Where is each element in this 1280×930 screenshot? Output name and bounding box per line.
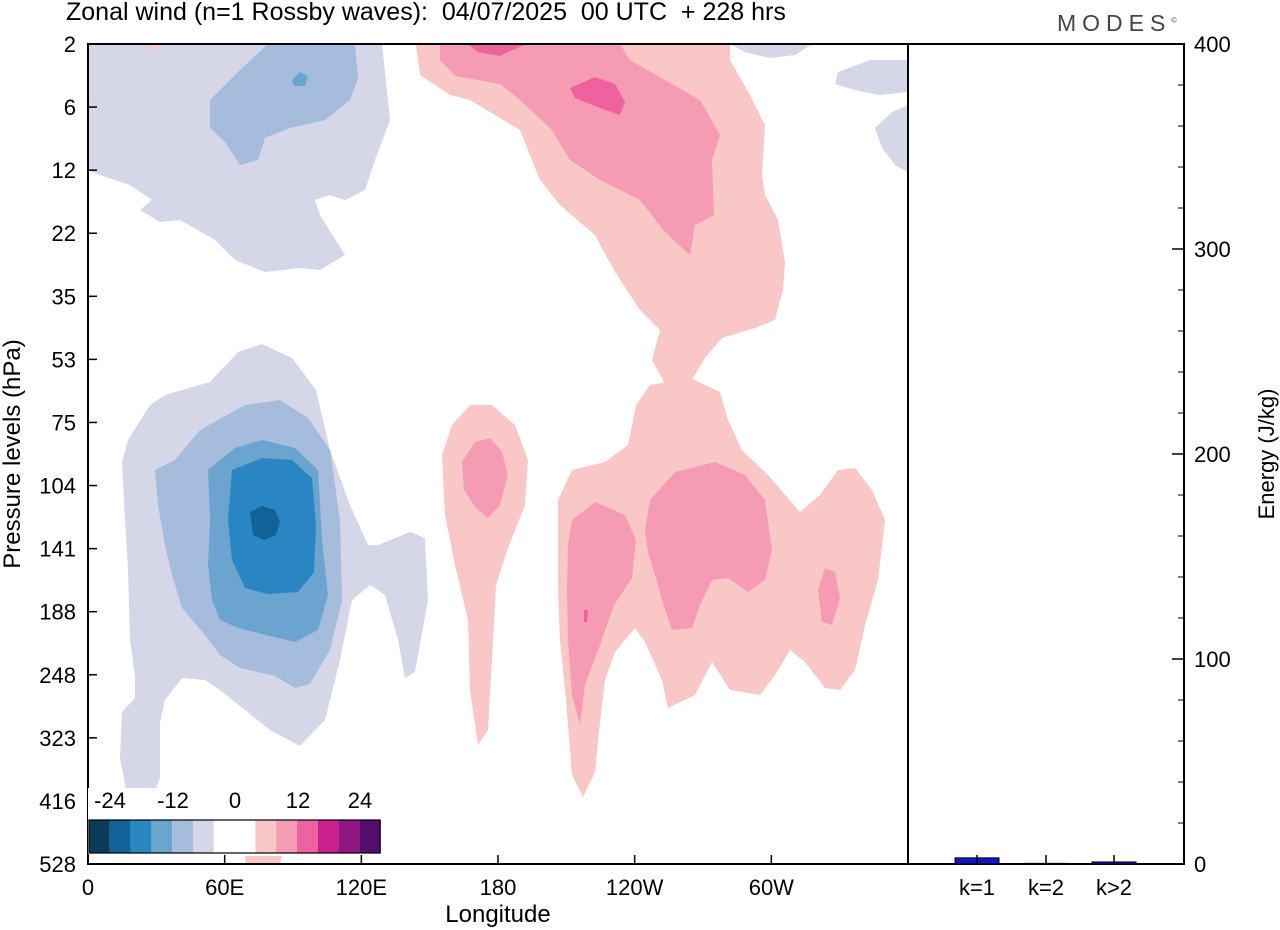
- pos-lower-inner: [567, 502, 636, 725]
- colorbar-swatch: [276, 820, 297, 853]
- y-tick-label: 2: [64, 32, 76, 57]
- x-axis: 0 60E 120E 180 120W 60W: [82, 855, 794, 900]
- y-tick-label: 528: [39, 852, 76, 877]
- x-tick-label: 60E: [205, 875, 244, 900]
- pos-upper-outer: [150, 44, 160, 50]
- energy-axis-label: Energy (J/kg): [1254, 389, 1279, 520]
- y-axis-label: Pressure levels (hPa): [0, 339, 26, 568]
- energy-category-label: k=1: [959, 875, 995, 900]
- y-tick-label: 188: [39, 600, 76, 625]
- colorbar-frame: [88, 819, 381, 854]
- colorbar-swatch: [359, 820, 381, 853]
- pos-lower-inner: [645, 462, 772, 630]
- colorbar-swatch: [317, 820, 339, 853]
- energy-tick-label: 300: [1194, 237, 1231, 262]
- colorbar-tick-label: 24: [348, 788, 372, 813]
- colorbar-swatch: [255, 820, 277, 853]
- colorbar-swatch: [109, 820, 131, 853]
- x-tick-label: 120E: [336, 875, 387, 900]
- brand-text: MODES: [1057, 10, 1172, 36]
- colorbar-swatch: [297, 820, 318, 853]
- y-tick-label: 248: [39, 663, 76, 688]
- energy-category-label: k>2: [1096, 875, 1132, 900]
- x-tick-label: 180: [480, 875, 517, 900]
- colorbar-swatch: [193, 820, 214, 853]
- y-tick-label: 12: [52, 158, 76, 183]
- x-axis-label: Longitude: [445, 901, 550, 928]
- energy-tick-label: 200: [1194, 442, 1231, 467]
- colorbar-tick-label: -24: [94, 788, 126, 813]
- pos-dateline-inner: [462, 438, 508, 518]
- colorbar-tick-label: 12: [286, 788, 310, 813]
- energy-panel-frame: [907, 43, 1185, 865]
- y-tick-label: 141: [39, 537, 76, 562]
- colorbar-tick-label: 0: [229, 788, 241, 813]
- colorbar-swatch: [172, 820, 193, 853]
- pos-upper-inner: [440, 44, 720, 255]
- y-axis: 2 6 12 22 35 53 75 104 141 188 248 323 416 528: [39, 32, 97, 877]
- y-tick-label: 35: [52, 284, 76, 309]
- colorbar-swatch: [89, 820, 110, 853]
- pos-dateline-outer: [442, 405, 528, 745]
- pos-upper-core: [468, 44, 526, 56]
- neg-right-edge: [835, 60, 908, 95]
- neg-right-edge: [730, 44, 812, 58]
- pos-upper-core: [570, 77, 625, 115]
- colorbar-swatch: [213, 820, 235, 853]
- neg-upper-core: [292, 72, 308, 86]
- y-tick-label: 53: [52, 347, 76, 372]
- x-tick-label: 120W: [606, 875, 664, 900]
- x-tick-label: 60W: [749, 875, 794, 900]
- colorbar-tick-label: -12: [157, 788, 189, 813]
- energy-tick-label: 0: [1194, 852, 1206, 877]
- energy-tick-label: 400: [1194, 32, 1231, 57]
- x-tick-label: 0: [82, 875, 94, 900]
- neg-upper-inner: [210, 44, 358, 165]
- energy-category-label: k=2: [1028, 875, 1064, 900]
- contour-field: [88, 44, 908, 864]
- pos-lower-outer: [245, 856, 282, 864]
- energy-axis: 0 100 200 300 400: [1172, 32, 1231, 877]
- y-tick-label: 6: [64, 95, 76, 120]
- y-tick-label: 323: [39, 726, 76, 751]
- pos-lower-outer: [558, 378, 885, 797]
- energy-tick-label: 100: [1194, 647, 1231, 672]
- pos-lower-inner: [818, 568, 840, 625]
- pos-lower-core: [584, 610, 588, 622]
- brand-mark: ©: [1171, 17, 1177, 25]
- colorbar-swatch: [151, 820, 173, 853]
- brand-logo: MODES©: [1057, 10, 1177, 37]
- chart-title: Zonal wind (n=1 Rossby waves): 04/07/202…: [66, 0, 786, 26]
- colorbar-swatch: [130, 820, 152, 853]
- y-tick-label: 75: [52, 410, 76, 435]
- energy-bars: k=1 k=2 k>2: [954, 855, 1137, 900]
- neg-right-edge: [875, 105, 908, 172]
- colorbar-swatch: [234, 820, 256, 853]
- colorbar-swatch: [338, 820, 360, 853]
- y-tick-label: 22: [52, 221, 76, 246]
- y-tick-label: 416: [39, 789, 76, 814]
- colorbar-legend: -24 -12 0 12 24: [88, 788, 381, 854]
- neg-lower-l5: [250, 506, 280, 540]
- y-tick-label: 104: [39, 474, 76, 499]
